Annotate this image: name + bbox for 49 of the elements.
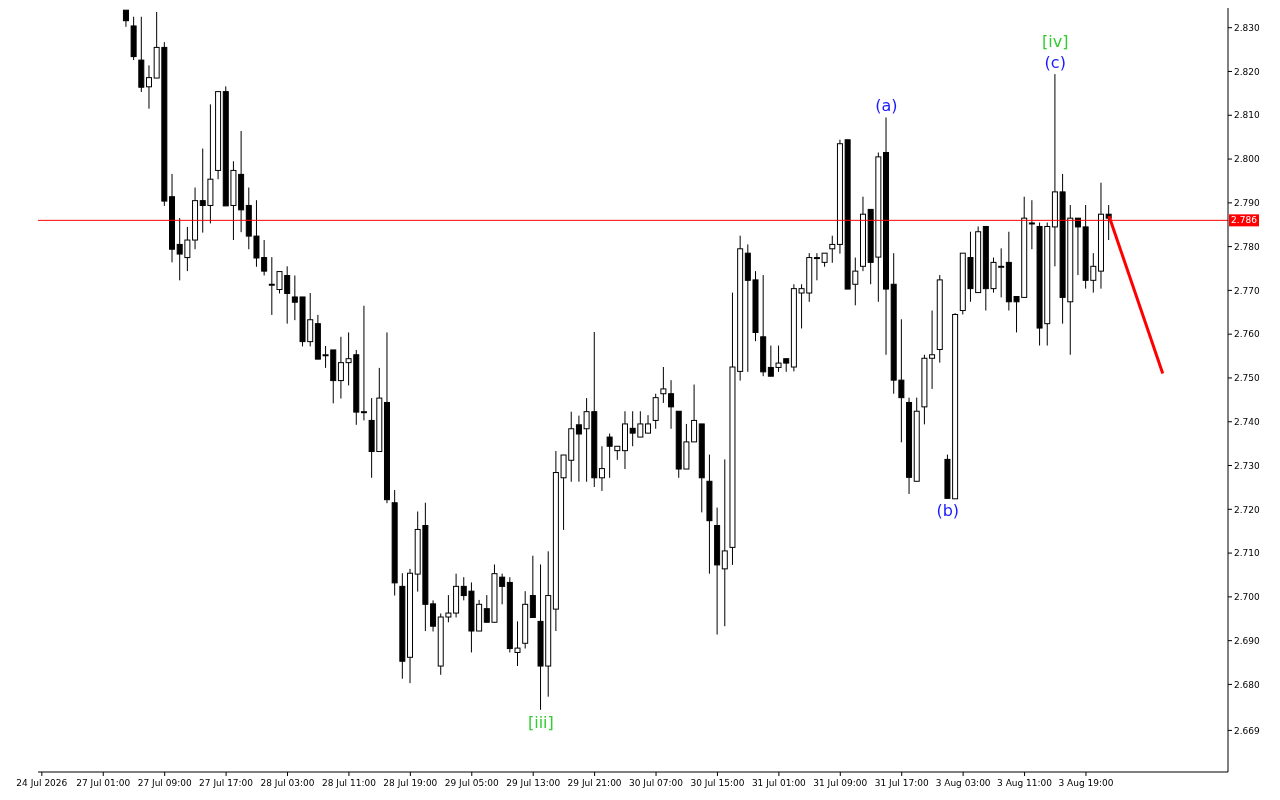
annotation: [iv] <box>1042 32 1069 52</box>
x-tick-label: 27 Jul 09:00 <box>137 778 192 788</box>
annotation: (c) <box>1044 53 1066 73</box>
annotation: (a) <box>875 96 898 116</box>
x-tick-label: 3 Aug 11:00 <box>997 778 1053 788</box>
x-tick-label: 31 Jul 01:00 <box>751 778 807 788</box>
candlestick <box>360 305 367 421</box>
candlestick <box>598 445 605 492</box>
y-tick-label: 2.730 <box>1234 460 1261 471</box>
y-tick-label: 2.780 <box>1234 241 1261 252</box>
annotation: [iii] <box>527 712 554 732</box>
x-tick-label: 3 Aug 03:00 <box>935 778 991 788</box>
candlestick <box>529 555 536 618</box>
candlestick <box>829 235 836 264</box>
y-tick-label: 2.790 <box>1234 198 1261 209</box>
x-tick-label: 27 Jul 01:00 <box>76 778 131 788</box>
y-tick-label: 2.690 <box>1234 635 1261 646</box>
y-tick-label: 2.680 <box>1234 679 1261 690</box>
y-tick-label: 2.800 <box>1234 154 1261 165</box>
y-tick-label: 2.770 <box>1234 285 1261 296</box>
x-tick-label: 31 Jul 09:00 <box>813 778 868 788</box>
x-tick-label: 31 Jul 17:00 <box>874 778 929 788</box>
x-tick-label: 28 Jul 11:00 <box>321 778 377 788</box>
y-tick-label: 2.700 <box>1234 592 1261 603</box>
y-tick-label: 2.740 <box>1234 416 1261 427</box>
x-tick-label: 29 Jul 05:00 <box>444 778 500 788</box>
x-tick-label: 29 Jul 21:00 <box>567 778 622 788</box>
x-tick-label: 28 Jul 19:00 <box>383 778 438 788</box>
candlestick <box>145 64 152 110</box>
y-tick-label: 2.720 <box>1234 504 1261 515</box>
y-tick-label: 2.760 <box>1234 329 1261 340</box>
x-tick-label: 28 Jul 03:00 <box>260 778 315 788</box>
y-tick-label: 2.820 <box>1234 66 1261 77</box>
candlestick <box>1028 199 1035 250</box>
x-tick-label: 30 Jul 15:00 <box>690 778 745 788</box>
y-tick-label: 2.750 <box>1234 373 1261 384</box>
candlestick <box>721 458 728 627</box>
x-tick-label: 30 Jul 07:00 <box>629 778 684 788</box>
x-tick-label: 29 Jul 13:00 <box>506 778 561 788</box>
candlestick <box>652 393 659 430</box>
x-tick-label: 24 Jul 2026 <box>16 778 68 788</box>
ref-line-label: 2.786 <box>1231 215 1258 226</box>
y-tick-label: 2.669 <box>1234 725 1261 736</box>
x-tick-label: 27 Jul 17:00 <box>199 778 254 788</box>
y-tick-label: 2.710 <box>1234 548 1261 559</box>
annotation: (b) <box>936 501 960 521</box>
x-tick-label: 3 Aug 19:00 <box>1058 778 1114 788</box>
y-tick-label: 2.810 <box>1234 110 1261 121</box>
y-tick-label: 2.830 <box>1234 22 1261 33</box>
